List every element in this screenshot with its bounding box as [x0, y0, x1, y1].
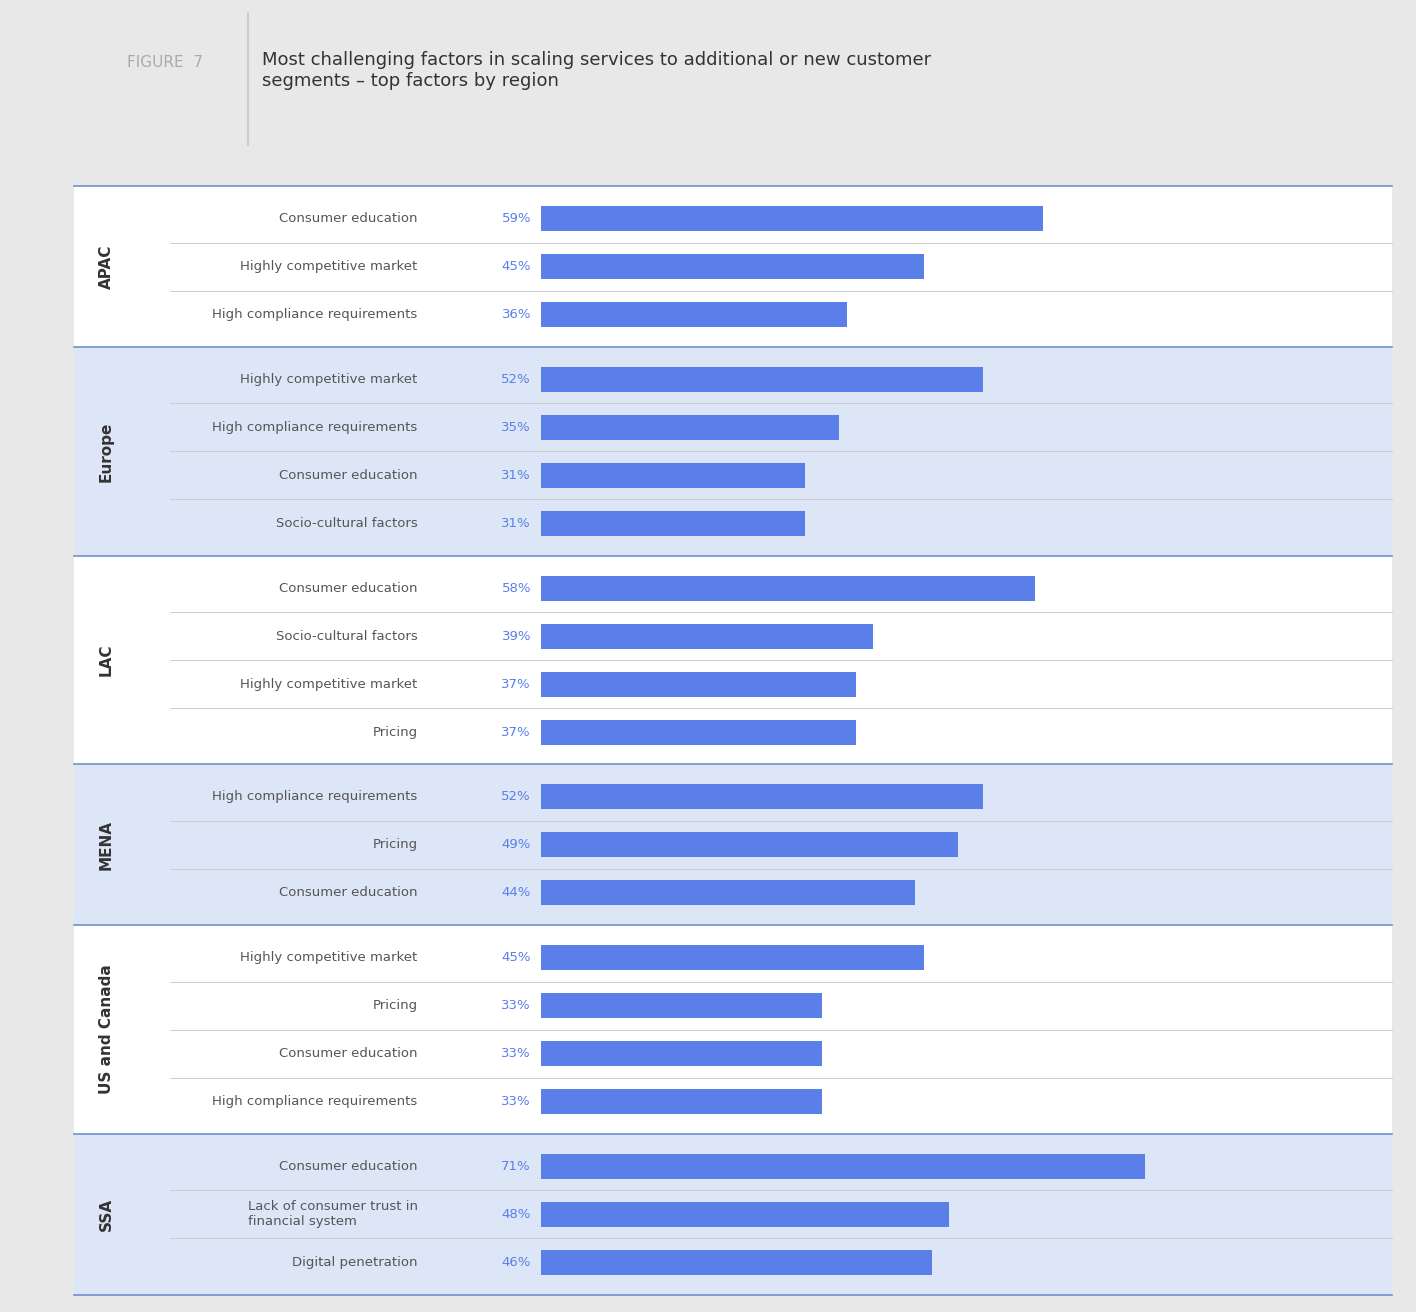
FancyBboxPatch shape — [74, 925, 1392, 1134]
Text: 36%: 36% — [501, 308, 531, 321]
FancyBboxPatch shape — [541, 302, 847, 327]
Text: FIGURE  7: FIGURE 7 — [127, 55, 204, 71]
Text: 46%: 46% — [501, 1256, 531, 1269]
FancyBboxPatch shape — [541, 880, 915, 905]
FancyBboxPatch shape — [541, 367, 984, 392]
Text: High compliance requirements: High compliance requirements — [212, 790, 418, 803]
Text: Europe: Europe — [99, 421, 113, 482]
Text: Socio-cultural factors: Socio-cultural factors — [276, 630, 418, 643]
Text: Most challenging factors in scaling services to additional or new customer
segme: Most challenging factors in scaling serv… — [262, 51, 932, 91]
Text: 59%: 59% — [501, 213, 531, 226]
FancyBboxPatch shape — [541, 672, 855, 697]
Text: 35%: 35% — [501, 421, 531, 434]
FancyBboxPatch shape — [74, 348, 1392, 556]
Text: US and Canada: US and Canada — [99, 964, 113, 1094]
Text: Pricing: Pricing — [372, 1000, 418, 1012]
Text: 33%: 33% — [501, 1096, 531, 1109]
FancyBboxPatch shape — [541, 576, 1035, 601]
Text: 33%: 33% — [501, 1000, 531, 1012]
Text: 31%: 31% — [501, 468, 531, 482]
Text: Highly competitive market: Highly competitive market — [241, 260, 418, 273]
Text: High compliance requirements: High compliance requirements — [212, 1096, 418, 1109]
FancyBboxPatch shape — [541, 719, 855, 745]
Text: Highly competitive market: Highly competitive market — [241, 677, 418, 690]
Text: Pricing: Pricing — [372, 838, 418, 851]
FancyBboxPatch shape — [541, 993, 821, 1018]
Text: 52%: 52% — [501, 790, 531, 803]
Text: 33%: 33% — [501, 1047, 531, 1060]
Text: 49%: 49% — [501, 838, 531, 851]
FancyBboxPatch shape — [541, 623, 872, 648]
FancyBboxPatch shape — [74, 556, 1392, 765]
Text: Digital penetration: Digital penetration — [292, 1256, 418, 1269]
Text: MENA: MENA — [99, 820, 113, 870]
Text: SSA: SSA — [99, 1198, 113, 1231]
Text: 37%: 37% — [501, 726, 531, 739]
FancyBboxPatch shape — [541, 206, 1044, 231]
Text: Consumer education: Consumer education — [279, 887, 418, 899]
Text: 37%: 37% — [501, 677, 531, 690]
Text: High compliance requirements: High compliance requirements — [212, 421, 418, 434]
Text: 58%: 58% — [501, 581, 531, 594]
Text: Highly competitive market: Highly competitive market — [241, 373, 418, 386]
FancyBboxPatch shape — [541, 1089, 821, 1114]
FancyBboxPatch shape — [74, 765, 1392, 925]
Text: Consumer education: Consumer education — [279, 1160, 418, 1173]
Text: Consumer education: Consumer education — [279, 468, 418, 482]
FancyBboxPatch shape — [541, 1042, 821, 1067]
FancyBboxPatch shape — [541, 832, 957, 857]
Text: High compliance requirements: High compliance requirements — [212, 308, 418, 321]
Text: 31%: 31% — [501, 517, 531, 530]
FancyBboxPatch shape — [74, 186, 1392, 348]
Text: Pricing: Pricing — [372, 726, 418, 739]
Text: Lack of consumer trust in
financial system: Lack of consumer trust in financial syst… — [248, 1200, 418, 1228]
Text: 39%: 39% — [501, 630, 531, 643]
FancyBboxPatch shape — [541, 255, 923, 279]
Text: Consumer education: Consumer education — [279, 213, 418, 226]
FancyBboxPatch shape — [541, 510, 804, 535]
Text: Socio-cultural factors: Socio-cultural factors — [276, 517, 418, 530]
Text: 44%: 44% — [501, 887, 531, 899]
Text: 45%: 45% — [501, 951, 531, 964]
Text: 45%: 45% — [501, 260, 531, 273]
FancyBboxPatch shape — [541, 1153, 1146, 1178]
Text: Consumer education: Consumer education — [279, 1047, 418, 1060]
Text: Highly competitive market: Highly competitive market — [241, 951, 418, 964]
FancyBboxPatch shape — [541, 945, 923, 970]
Text: LAC: LAC — [99, 644, 113, 677]
Text: APAC: APAC — [99, 244, 113, 289]
FancyBboxPatch shape — [541, 1250, 932, 1275]
FancyBboxPatch shape — [74, 1134, 1392, 1295]
FancyBboxPatch shape — [541, 1202, 949, 1227]
Text: 48%: 48% — [501, 1208, 531, 1220]
FancyBboxPatch shape — [541, 415, 838, 440]
Text: 52%: 52% — [501, 373, 531, 386]
FancyBboxPatch shape — [541, 785, 984, 810]
FancyBboxPatch shape — [541, 463, 804, 488]
Text: 71%: 71% — [501, 1160, 531, 1173]
Text: Consumer education: Consumer education — [279, 581, 418, 594]
